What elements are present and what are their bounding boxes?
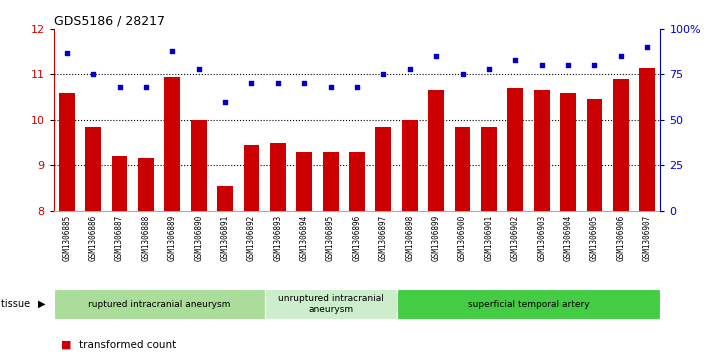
Bar: [270, 143, 286, 211]
Bar: [639, 68, 655, 211]
Text: tissue: tissue: [1, 299, 33, 309]
Bar: [560, 93, 576, 211]
Point: [642, 44, 653, 50]
Bar: [217, 185, 233, 211]
Text: GSM1306900: GSM1306900: [458, 215, 467, 261]
Bar: [265, 289, 396, 319]
Text: GSM1306903: GSM1306903: [537, 215, 546, 261]
Point: [351, 84, 363, 90]
Text: GSM1306898: GSM1306898: [406, 215, 414, 261]
Bar: [243, 145, 259, 211]
Point: [563, 62, 574, 68]
Bar: [396, 289, 660, 319]
Text: GSM1306885: GSM1306885: [62, 215, 71, 261]
Bar: [534, 90, 550, 211]
Text: GSM1306897: GSM1306897: [379, 215, 388, 261]
Text: superficial temporal artery: superficial temporal artery: [468, 299, 589, 309]
Text: unruptured intracranial
aneurysm: unruptured intracranial aneurysm: [278, 294, 383, 314]
Point: [589, 62, 600, 68]
Text: ■: ■: [61, 340, 71, 350]
Bar: [59, 93, 75, 211]
Point: [61, 50, 72, 56]
Point: [140, 84, 151, 90]
Text: GSM1306901: GSM1306901: [484, 215, 493, 261]
Bar: [85, 127, 101, 211]
Text: GSM1306896: GSM1306896: [353, 215, 361, 261]
Bar: [455, 127, 471, 211]
Text: GSM1306889: GSM1306889: [168, 215, 177, 261]
Text: GDS5186 / 28217: GDS5186 / 28217: [54, 15, 164, 28]
Text: GSM1306886: GSM1306886: [89, 215, 98, 261]
Bar: [138, 158, 154, 211]
Point: [87, 72, 99, 77]
Bar: [323, 151, 338, 211]
Text: GSM1306894: GSM1306894: [300, 215, 308, 261]
Point: [246, 81, 257, 86]
Point: [431, 53, 442, 59]
Text: GSM1306887: GSM1306887: [115, 215, 124, 261]
Text: GSM1306906: GSM1306906: [616, 215, 625, 261]
Point: [114, 84, 125, 90]
Bar: [164, 77, 180, 211]
Text: transformed count: transformed count: [79, 340, 176, 350]
Bar: [587, 99, 603, 211]
Text: GSM1306904: GSM1306904: [563, 215, 573, 261]
Point: [378, 72, 389, 77]
Point: [615, 53, 627, 59]
Bar: [481, 127, 497, 211]
Bar: [349, 152, 365, 211]
Bar: [111, 156, 127, 211]
Point: [219, 99, 231, 105]
Point: [457, 72, 468, 77]
Text: GSM1306905: GSM1306905: [590, 215, 599, 261]
Text: GSM1306892: GSM1306892: [247, 215, 256, 261]
Text: GSM1306888: GSM1306888: [141, 215, 151, 261]
Text: ruptured intracranial aneurysm: ruptured intracranial aneurysm: [88, 299, 231, 309]
Text: GSM1306902: GSM1306902: [511, 215, 520, 261]
Text: GSM1306891: GSM1306891: [221, 215, 230, 261]
Point: [536, 62, 548, 68]
Text: GSM1306895: GSM1306895: [326, 215, 335, 261]
Bar: [508, 88, 523, 211]
Text: GSM1306899: GSM1306899: [432, 215, 441, 261]
Point: [483, 66, 495, 72]
Point: [272, 81, 283, 86]
Text: ▶: ▶: [38, 299, 46, 309]
Bar: [376, 127, 391, 211]
Text: GSM1306890: GSM1306890: [194, 215, 203, 261]
Text: GSM1306893: GSM1306893: [273, 215, 282, 261]
Point: [325, 84, 336, 90]
Point: [193, 66, 204, 72]
Text: GSM1306907: GSM1306907: [643, 215, 652, 261]
Bar: [428, 90, 444, 211]
Point: [510, 57, 521, 63]
Point: [404, 66, 416, 72]
Bar: [54, 289, 265, 319]
Point: [166, 48, 178, 54]
Bar: [296, 151, 312, 211]
Bar: [191, 120, 206, 211]
Bar: [402, 120, 418, 211]
Bar: [613, 79, 629, 211]
Point: [298, 81, 310, 86]
